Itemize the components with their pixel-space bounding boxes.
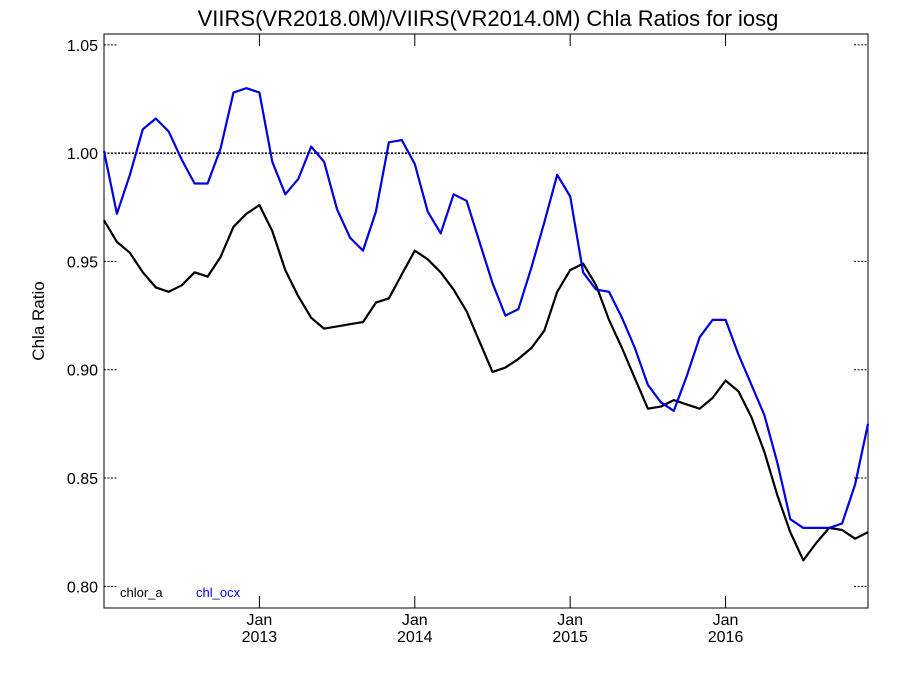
y-tick-label: 0.95 xyxy=(67,254,98,271)
y-axis-label: Chla Ratio xyxy=(29,281,48,360)
y-tick-label: 1.00 xyxy=(67,146,98,163)
x-tick-label-year: 2013 xyxy=(242,629,278,646)
x-tick-label-month: Jan xyxy=(713,612,739,629)
series-line-chl-ocx xyxy=(102,87,870,530)
x-tick-label-year: 2015 xyxy=(552,629,588,646)
x-tick-label-month: Jan xyxy=(557,612,583,629)
chart-title: VIIRS(VR2018.0M)/VIIRS(VR2014.0M) Chla R… xyxy=(198,6,779,31)
y-axis-ticks: 0.80 0.85 0.90 0.95 1.00 1.05 xyxy=(67,38,868,596)
x-tick-label-month: Jan xyxy=(402,612,428,629)
legend-entry: chlor_a xyxy=(120,585,163,600)
plot-frame xyxy=(103,33,869,609)
legend-entry: chl_ocx xyxy=(196,585,241,600)
series-line-chlor-a xyxy=(103,204,869,562)
x-tick-label-month: Jan xyxy=(246,612,272,629)
y-tick-label: 0.80 xyxy=(67,579,98,596)
y-tick-label: 0.85 xyxy=(67,471,98,488)
legend: chlor_a chl_ocx xyxy=(120,585,241,600)
y-tick-label: 1.05 xyxy=(67,38,98,55)
y-tick-label: 0.90 xyxy=(67,363,98,380)
x-tick-label-year: 2014 xyxy=(397,629,433,646)
x-tick-label-year: 2016 xyxy=(708,629,744,646)
series-group xyxy=(102,87,870,562)
